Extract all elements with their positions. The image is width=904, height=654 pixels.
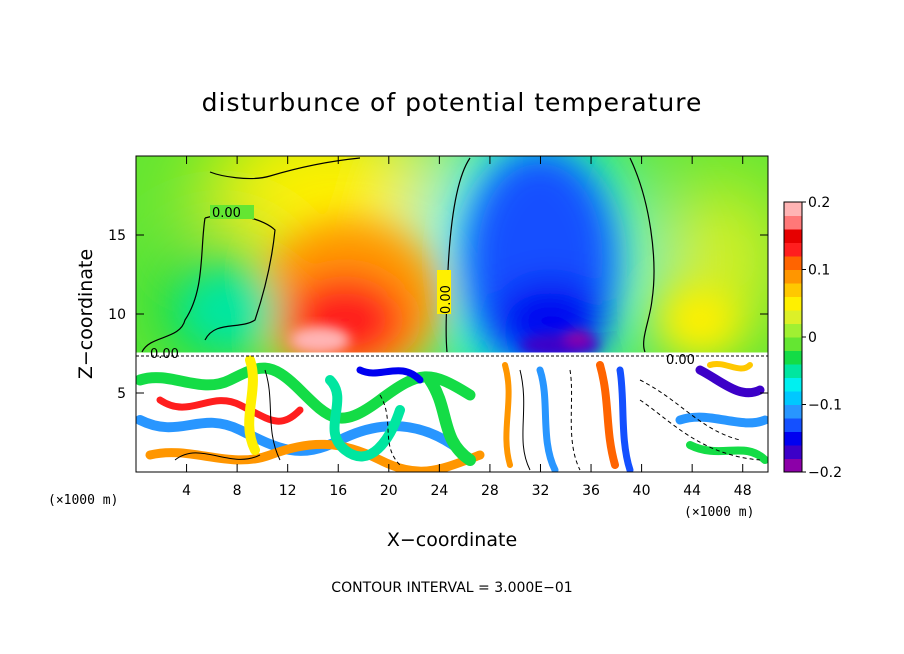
contour-interval-note: CONTOUR INTERVAL = 3.000E−01 [331,580,572,596]
x-tick-label: 12 [279,483,297,499]
colorbar-segment [784,418,802,432]
colorbar-segment [784,391,802,405]
y-tick-label: 15 [108,228,126,244]
x-tick-label: 8 [233,483,242,499]
x-axis-label: X−coordinate [387,529,517,551]
y-tick-label: 5 [117,386,126,402]
x-tick-label: 32 [532,483,550,499]
y-axis: 5 10 15 Z−coordinate [75,228,768,402]
colorbar-segment [784,404,802,419]
y-tick-label: 10 [108,307,126,323]
lower-layer [136,354,768,472]
colorbar-segment [784,431,802,446]
x-tick-label: 4 [182,483,191,499]
colorbar-segment [784,215,802,230]
y-ticks: 5 10 15 [108,228,768,402]
x-unit-left: (×1000 m) [48,493,118,508]
y-axis-label: Z−coordinate [75,249,97,379]
colorbar-ticks: 0.2 0.1 0 −0.1 −0.2 [802,195,842,481]
contour-label-1: 0.00 [212,206,241,221]
colorbar-segment [784,458,802,473]
contour-label-2: 0.00 [439,285,454,314]
colorbar-segment [784,377,802,392]
colorbar-segment [784,256,802,270]
colorbar-segment [784,202,802,216]
x-tick-label: 20 [380,483,398,499]
colorbar-segment [784,283,802,297]
x-tick-label: 40 [633,483,651,499]
x-ticks: 4 8 12 16 20 24 28 32 36 40 44 48 [182,156,752,499]
contour-label-3: 0.00 [150,347,179,362]
x-tick-label: 24 [430,483,448,499]
x-tick-label: 48 [734,483,752,499]
colorbar-segment [784,229,802,243]
x-tick-label: 28 [481,483,499,499]
contour-label-4: 0.00 [666,353,695,368]
colorbar: 0.2 0.1 0 −0.1 −0.2 [783,195,842,481]
contour-labels: 0.00 0.00 0.00 0.00 [150,205,695,368]
x-tick-label: 36 [582,483,600,499]
x-tick-label: 44 [683,483,701,499]
upper-layer [136,156,768,354]
field-image [136,156,768,472]
x-axis: 4 8 12 16 20 24 28 32 36 40 44 48 (×1000 m) (×1000 … [48,156,754,551]
colorbar-segment [784,445,802,459]
colorbar-segment [784,242,802,257]
colorbar-segment [784,296,802,311]
colorbar-segment [784,323,802,338]
colorbar-segment [784,337,802,351]
colorbar-tick-label: −0.2 [808,465,842,481]
chart-title: disturbunce of potential temperature [202,88,703,117]
colorbar-segment [784,350,802,365]
x-unit-right: (×1000 m) [684,505,754,520]
colorbar-tick-label: 0.2 [808,195,830,211]
colorbar-segment [784,310,802,324]
colorbar-segment [784,269,802,284]
colorbar-tick-label: −0.1 [808,398,842,414]
colorbar-tick-label: 0 [808,330,817,346]
x-tick-label: 16 [329,483,347,499]
colorbar-segments [784,202,802,473]
colorbar-tick-label: 0.1 [808,263,830,279]
colorbar-segment [784,364,802,378]
